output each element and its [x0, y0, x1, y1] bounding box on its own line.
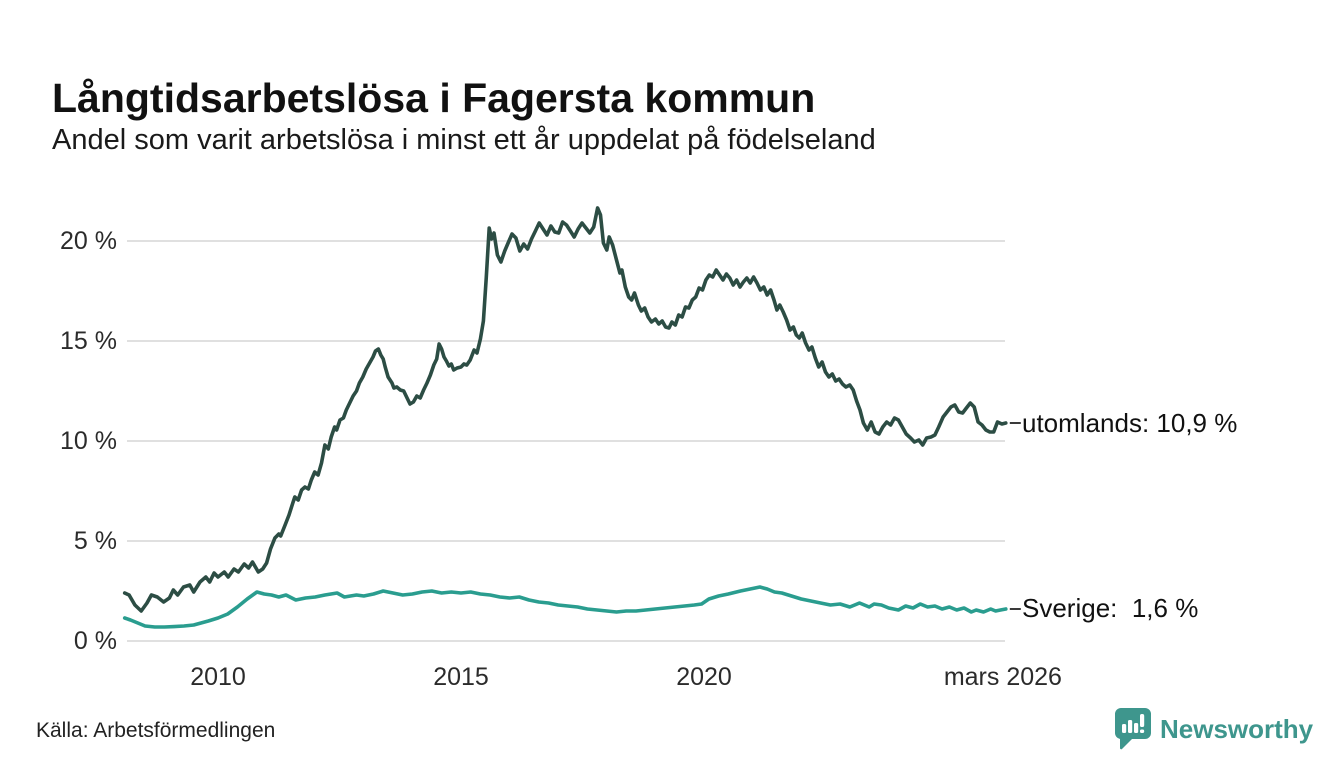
- y-axis-tick-label: 20 %: [60, 227, 117, 255]
- page-title: Långtidsarbetslösa i Fagersta kommun: [52, 75, 816, 122]
- series-line-Sverige: [122, 585, 1008, 629]
- x-axis-tick-label: 2010: [190, 663, 246, 691]
- source-note: Källa: Arbetsförmedlingen: [36, 719, 276, 742]
- bar-chart-speech-bubble-icon: [1115, 708, 1151, 750]
- series-line-utomlands: [122, 206, 1008, 613]
- page-subtitle: Andel som varit arbetslösa i minst ett å…: [52, 124, 876, 156]
- y-axis-tick-label: 5 %: [73, 527, 117, 555]
- series-label-sverige: Sverige: 1,6 %: [1022, 593, 1199, 623]
- x-axis-tick-label: mars 2026: [943, 663, 1062, 691]
- y-axis-tick-label: 15 %: [60, 327, 117, 355]
- x-axis-tick-label: 2020: [676, 663, 732, 691]
- y-axis-tick-label: 10 %: [60, 427, 117, 455]
- newsworthy-logo: Newsworthy: [1115, 708, 1313, 750]
- brand-name: Newsworthy: [1160, 713, 1314, 744]
- series-label-utomlands: utomlands: 10,9 %: [1022, 408, 1238, 438]
- y-axis-tick-label: 0 %: [73, 627, 117, 655]
- x-axis-tick-label: 2015: [433, 663, 489, 691]
